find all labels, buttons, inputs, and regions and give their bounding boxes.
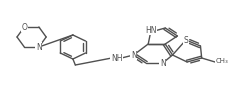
- Text: N: N: [131, 50, 137, 60]
- Text: HN: HN: [145, 25, 156, 35]
- Text: NH: NH: [111, 53, 122, 62]
- Text: N: N: [160, 58, 166, 68]
- Text: S: S: [183, 36, 188, 44]
- Text: CH₃: CH₃: [216, 58, 229, 64]
- Text: N: N: [36, 43, 42, 52]
- Text: O: O: [21, 23, 27, 32]
